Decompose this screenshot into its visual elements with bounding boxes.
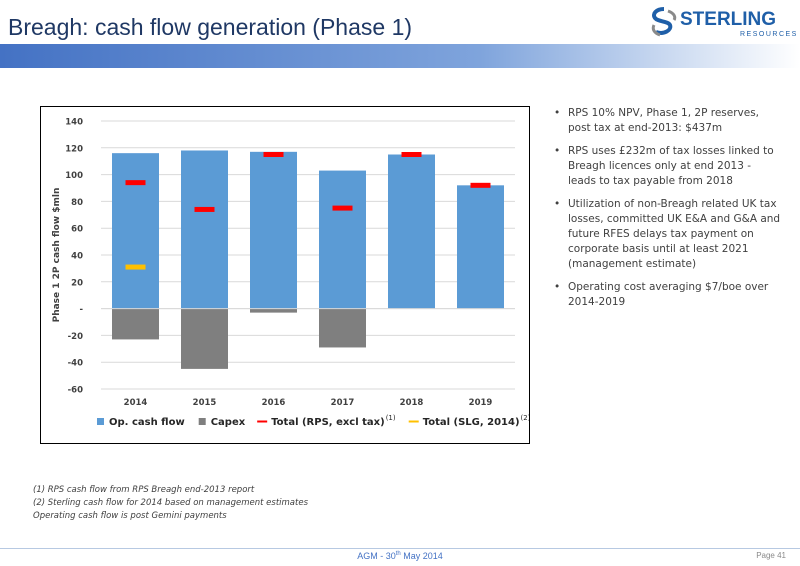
legend-label: Total (RPS, excl tax) (271, 417, 385, 428)
marker-total-rps-excl-tax- (125, 180, 146, 186)
footer-event-suffix: May 2014 (400, 551, 443, 561)
footnote: (1) RPS cash flow from RPS Breagh end-20… (33, 485, 255, 495)
y-tick-label: 60 (71, 225, 83, 235)
footer-event: AGM - 30th May 2014 (320, 551, 480, 561)
footer-divider (0, 548, 800, 549)
y-tick-label: 140 (65, 118, 83, 128)
bullet-text: RPS uses £232m of tax losses linked to B… (568, 145, 774, 187)
page-number: Page 41 (756, 551, 786, 560)
footnote: (2) Sterling cash flow for 2014 based on… (33, 498, 308, 508)
bullet-text: Utilization of non-Breagh related UK tax… (568, 198, 781, 270)
footnote: Operating cash flow is post Gemini payme… (33, 511, 227, 521)
footnotes: (1) RPS cash flow from RPS Breagh end-20… (33, 484, 453, 523)
bar-capex (319, 308, 366, 348)
legend-swatch (257, 420, 268, 423)
bar-capex (250, 308, 297, 313)
x-tick-label: 2014 (124, 398, 148, 408)
y-tick-label: - (79, 305, 83, 315)
legend-label: Capex (211, 417, 246, 428)
bullet-item: • Utilization of non-Breagh related UK t… (552, 197, 782, 272)
marker-total-rps-excl-tax- (194, 206, 215, 212)
y-tick-label: 40 (71, 252, 83, 262)
bar-capex (112, 308, 159, 340)
bullet-item: • RPS uses £232m of tax losses linked to… (552, 144, 782, 189)
bullet-item: • RPS 10% NPV, Phase 1, 2P reserves, pos… (552, 106, 782, 136)
bullet-text: Operating cost averaging $7/boe over 201… (568, 281, 769, 308)
y-tick-label: -40 (68, 359, 83, 369)
bar-op-cash-flow (319, 170, 366, 309)
bullet-item: • Operating cost averaging $7/boe over 2… (552, 280, 782, 310)
y-tick-label: 120 (65, 144, 83, 154)
cash-flow-chart: -60 -40 -20-20 40 60 80 100 120 140 Phase 1 2P ca… (40, 106, 530, 444)
bar-op-cash-flow (457, 185, 504, 309)
y-tick-label: -60 (68, 386, 83, 396)
y-tick-label: 80 (71, 198, 83, 208)
marker-total-rps-excl-tax- (401, 152, 422, 157)
bar-op-cash-flow (181, 150, 228, 309)
sterling-logo-icon (651, 7, 677, 37)
bar-capex (181, 308, 228, 369)
x-tick-label: 2018 (400, 398, 424, 408)
legend-label: Total (SLG, 2014) (423, 417, 520, 428)
bar-op-cash-flow (112, 153, 159, 309)
bullet-dot-icon: • (554, 281, 561, 293)
legend-footnote-mark: (2) (521, 414, 529, 422)
bullet-dot-icon: • (554, 145, 561, 157)
marker-total-rps-excl-tax- (263, 152, 284, 157)
y-tick-label: -20 (68, 332, 83, 342)
marker-total-rps-excl-tax- (332, 205, 353, 211)
bullet-text: RPS 10% NPV, Phase 1, 2P reserves, post … (568, 107, 760, 134)
bullet-dot-icon: • (554, 198, 561, 210)
bullet-list: • RPS 10% NPV, Phase 1, 2P reserves, pos… (552, 106, 782, 318)
x-tick-label: 2017 (331, 398, 355, 408)
x-tick-label: 2019 (469, 398, 493, 408)
legend-footnote-mark: (1) (386, 414, 396, 422)
header-bar (0, 44, 800, 68)
y-axis-label: Phase 1 2P cash flow $mln (52, 188, 62, 323)
page-title: Breagh: cash flow generation (Phase 1) (8, 14, 413, 40)
y-tick-label: 100 (65, 171, 83, 181)
footer-event-sup: th (395, 551, 401, 557)
logo-subtitle: RESOURCES (740, 31, 798, 38)
bar-op-cash-flow (250, 151, 297, 309)
marker-total-slg-2014- (125, 264, 146, 270)
bar-op-cash-flow (388, 154, 435, 309)
x-tick-label: 2015 (193, 398, 217, 408)
logo-wordmark: STERLING (680, 9, 777, 30)
footer-event-prefix: AGM - 30 (357, 551, 396, 561)
marker-total-rps-excl-tax- (470, 182, 491, 188)
x-tick-label: 2016 (262, 398, 286, 408)
legend-swatch (97, 418, 104, 425)
sterling-logo: STERLING RESOURCES (646, 5, 796, 39)
legend-swatch (198, 418, 206, 425)
y-tick-label: 20 (71, 278, 83, 288)
legend-swatch (408, 420, 419, 423)
legend-label: Op. cash flow (109, 417, 185, 428)
bullet-dot-icon: • (554, 107, 561, 119)
